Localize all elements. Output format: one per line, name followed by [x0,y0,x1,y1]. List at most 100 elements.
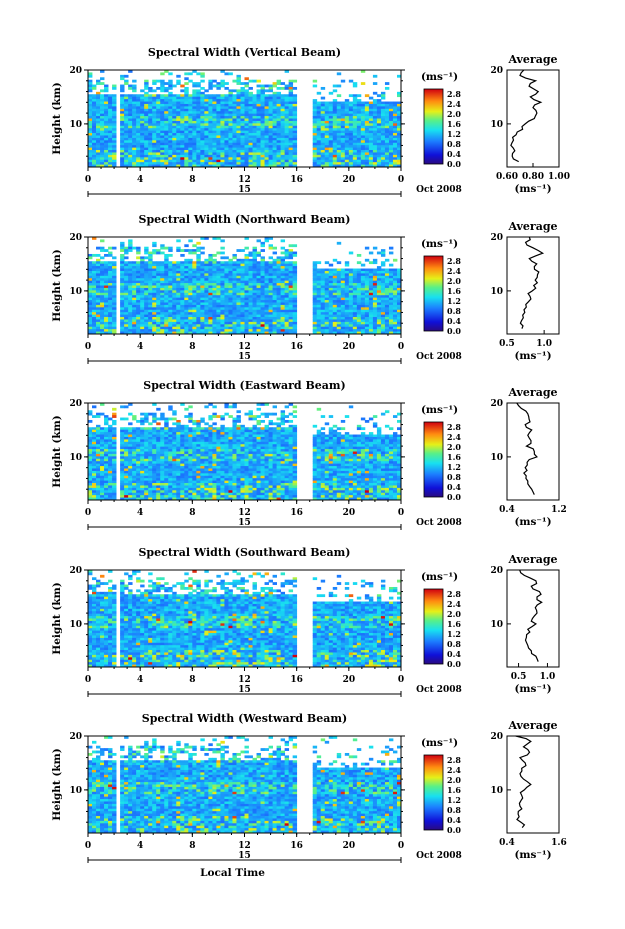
heatmap-cell [180,94,185,98]
heatmap-cell [280,239,286,243]
heatmap-cell [368,111,374,115]
heatmap-cell [124,137,129,141]
heatmap-cell [220,239,225,243]
heatmap-cell [396,154,402,158]
heatmap-cell [260,266,265,269]
heatmap-cell [228,154,233,158]
heatmap-cell [320,304,326,308]
heatmap-cell [216,145,221,148]
heatmap-cell [292,278,298,282]
heatmap-cell [196,111,201,115]
heatmap-cell [140,290,145,294]
heatmap-cell [96,329,101,332]
heatmap-cell [256,113,261,117]
heatmap-cell [268,237,273,240]
heatmap-cell [120,128,125,132]
heatmap-cell [284,295,290,299]
heatmap-cell [360,108,366,112]
heatmap-cell [140,331,145,335]
heatmap-cell [216,285,221,289]
heatmap-cell [96,292,101,296]
heatmap-cell [164,103,169,107]
heatmap-cell [160,270,165,274]
heatmap-cell [236,295,241,299]
heatmap-cell [232,268,237,272]
heatmap-cell [92,487,97,491]
heatmap-cell [256,263,261,267]
heatmap-cell [224,309,229,313]
heatmap-cell [160,111,165,115]
heatmap-cell [292,154,298,158]
heatmap-cell [112,295,117,299]
heatmap-cell [120,280,125,284]
heatmap-cell [264,162,269,165]
heatmap-cell [180,84,185,88]
heatmap-cell [228,280,233,284]
heatmap-cell [144,319,149,323]
heatmap-cell [188,292,193,296]
heatmap-cell [112,106,117,110]
heatmap-cell [176,273,181,277]
heatmap-cell [152,145,157,148]
heatmap-cell [288,304,294,308]
heatmap-cell [276,147,282,151]
heatmap-cell [320,290,326,294]
heatmap-cell [120,150,125,153]
heatmap-cell [244,237,249,240]
heatmap-cell [364,331,370,335]
heatmap-cell [164,96,169,100]
heatmap-cell [236,137,241,141]
heatmap-cell [164,261,169,265]
heatmap-cell [348,142,354,146]
heatmap-cell [348,302,354,306]
heatmap-cell [104,312,109,315]
heatmap-cell [88,292,93,296]
heatmap-cell [332,309,338,313]
heatmap-cell [144,246,149,250]
heatmap-cell [396,268,402,272]
heatmap-cell [96,82,101,85]
heatmap-cell [316,292,322,296]
heatmap-cell [324,326,330,330]
heatmap-cell [384,120,390,124]
heatmap-cell [244,268,249,272]
heatmap-cell [152,79,157,83]
heatmap-cell [368,133,374,136]
heatmap-cell [276,326,282,330]
heatmap-cell [248,292,253,296]
heatmap-cell [184,270,189,274]
heatmap-cell [176,326,181,330]
heatmap-cell [384,157,390,161]
heatmap-cell [92,84,97,88]
heatmap-cell [312,270,318,274]
heatmap-cell [204,331,209,335]
heatmap-cell [244,273,249,277]
heatmap-cell [312,125,318,129]
heatmap-cell [316,290,322,294]
heatmap-cell [124,96,129,100]
heatmap-cell [152,89,157,93]
heatmap-cell [336,309,342,313]
heatmap-cell [136,108,141,112]
heatmap-cell [208,79,213,83]
heatmap-cell [200,108,205,112]
heatmap-cell [372,113,378,117]
heatmap-cell [220,96,225,100]
heatmap-cell [332,125,338,129]
heatmap-cell [332,123,338,127]
heatmap-cell [380,150,386,153]
heatmap-cell [328,118,334,122]
heatmap-cell [320,314,326,318]
heatmap-cell [108,164,113,168]
heatmap-cell [324,125,330,129]
heatmap-cell [268,103,273,107]
heatmap-cell [252,133,257,136]
heatmap-cell [380,253,386,257]
heatmap-cell [140,314,145,318]
heatmap-cell [240,280,245,284]
heatmap-cell [276,331,282,335]
heatmap-cell [156,79,161,83]
heatmap-cell [312,108,318,112]
heatmap-cell [228,91,233,95]
heatmap-cell [356,314,362,318]
